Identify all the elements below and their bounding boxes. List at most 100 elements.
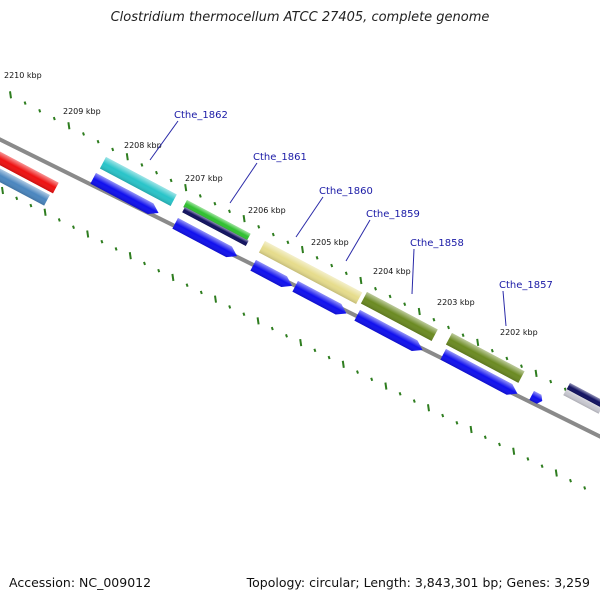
inner-tick-mark	[1, 186, 4, 195]
tick-labels: 2210 kbp 2209 kbp 2208 kbp 2207 kbp 2206 kbp…	[4, 71, 538, 337]
outer-tick-mark	[563, 387, 567, 392]
inner-tick-mark	[72, 225, 75, 230]
outer-tick-mark	[242, 214, 246, 223]
inner-tick-mark	[356, 370, 359, 374]
outer-tick-mark	[403, 302, 407, 307]
inner-tick-mark	[427, 404, 430, 412]
inner-tick-mark	[171, 273, 175, 282]
outer-tick-mark	[184, 184, 188, 192]
feature-tracks	[0, 149, 600, 414]
inner-tick-mark	[498, 442, 501, 447]
outer-tick-mark	[155, 170, 158, 175]
tick-label: 2202 kbp	[500, 328, 538, 337]
gene-label[interactable]: Cthe_1858	[410, 238, 464, 249]
cds-arrow	[90, 173, 159, 215]
inner-tick-mark	[483, 435, 487, 440]
gene-leader-line	[149, 120, 179, 161]
inner-tick-mark	[512, 447, 516, 455]
feature-olive-1	[360, 292, 438, 341]
feature-khaki	[258, 240, 363, 304]
outer-tick-mark	[374, 286, 377, 291]
outer-tick-mark	[447, 325, 450, 330]
outer-tick-mark	[52, 116, 56, 121]
outer-tick-mark	[111, 147, 115, 152]
outer-tick-mark	[301, 245, 304, 254]
gene-labels: Cthe_1862 Cthe_1861 Cthe_1860 Cthe_1859 Cthe…	[149, 110, 553, 327]
inner-tick-mark	[569, 478, 572, 483]
inner-tick-mark	[86, 230, 90, 238]
outer-tick-mark	[213, 201, 217, 206]
outer-tick-mark	[476, 338, 480, 347]
feature-green	[183, 200, 251, 241]
tick-label: 2209 kbp	[63, 107, 101, 116]
outer-tick-mark	[169, 178, 173, 183]
gene-leader-line	[295, 196, 324, 238]
inner-tick-mark	[214, 295, 217, 303]
outer-tick-mark	[461, 333, 465, 337]
inner-tick-mark	[242, 312, 246, 316]
outer-tick-mark	[9, 91, 12, 99]
outer-tick-mark	[125, 153, 129, 161]
inner-tick-mark	[270, 326, 274, 331]
outer-tick-mark	[432, 317, 436, 322]
gene-label[interactable]: Cthe_1862	[174, 110, 228, 121]
gene-leader-line	[411, 248, 415, 295]
gene-label[interactable]: Cthe_1861	[253, 152, 307, 163]
gene-leader-line	[502, 290, 507, 327]
tick-label: 2205 kbp	[311, 238, 349, 247]
inner-tick-mark	[455, 420, 459, 425]
outer-tick-mark	[344, 271, 348, 276]
inner-tick-mark	[398, 391, 402, 396]
cds-arrow	[354, 310, 423, 352]
inner-tick-mark	[285, 334, 288, 338]
inner-tick-mark	[256, 317, 260, 325]
cds-arrow	[250, 260, 293, 287]
outer-tick-mark	[198, 194, 202, 198]
outer-tick-mark	[534, 369, 538, 378]
gene-label[interactable]: Cthe_1860	[319, 186, 373, 197]
inner-tick-mark	[185, 283, 189, 287]
inner-tick-mark	[469, 425, 473, 434]
inner-tick-mark	[15, 196, 19, 201]
inner-tick-mark	[554, 469, 558, 477]
inner-tick-mark	[43, 208, 47, 216]
gene-label[interactable]: Cthe_1857	[499, 280, 553, 291]
outer-tick-mark	[38, 108, 42, 113]
outer-tick-mark	[330, 263, 334, 268]
outer-tick-mark	[96, 139, 100, 144]
cds-arrow	[172, 218, 238, 258]
outer-tick-mark	[490, 348, 494, 353]
accession-text: Accession: NC_009012	[9, 575, 152, 590]
feature-steelblue	[0, 166, 50, 206]
gene-leader-line	[229, 162, 258, 204]
inner-tick-mark	[384, 382, 388, 390]
tick-label: 2210 kbp	[4, 71, 42, 80]
inner-tick-mark	[583, 486, 587, 490]
inner-tick-mark	[341, 360, 345, 368]
map-title: Clostridium thermocellum ATCC 27405, com…	[110, 10, 490, 25]
tick-label: 2208 kbp	[124, 141, 162, 150]
inner-tick-mark	[100, 239, 104, 244]
outer-tick-mark	[359, 276, 363, 285]
outer-tick-mark	[505, 356, 509, 361]
inner-tick-mark	[299, 338, 303, 347]
gene-leader-line	[345, 219, 371, 262]
inner-tick-ring	[1, 186, 587, 490]
inner-tick-mark	[228, 305, 232, 309]
outer-tick-mark	[82, 132, 85, 136]
inner-tick-mark	[313, 348, 317, 353]
cds-arrow	[529, 391, 543, 404]
tick-label: 2206 kbp	[248, 206, 286, 215]
outer-tick-mark	[549, 379, 553, 384]
outer-tick-mark	[67, 122, 71, 130]
outer-tick-mark	[228, 209, 231, 214]
feature-cyan	[99, 157, 177, 206]
inner-tick-mark	[128, 252, 132, 260]
inner-tick-mark	[540, 464, 544, 469]
feature-navy	[182, 207, 249, 247]
feature-navy-edge	[566, 383, 600, 408]
outer-tick-mark	[417, 307, 421, 316]
cds-arrow	[292, 281, 347, 315]
gene-label[interactable]: Cthe_1859	[366, 209, 420, 220]
